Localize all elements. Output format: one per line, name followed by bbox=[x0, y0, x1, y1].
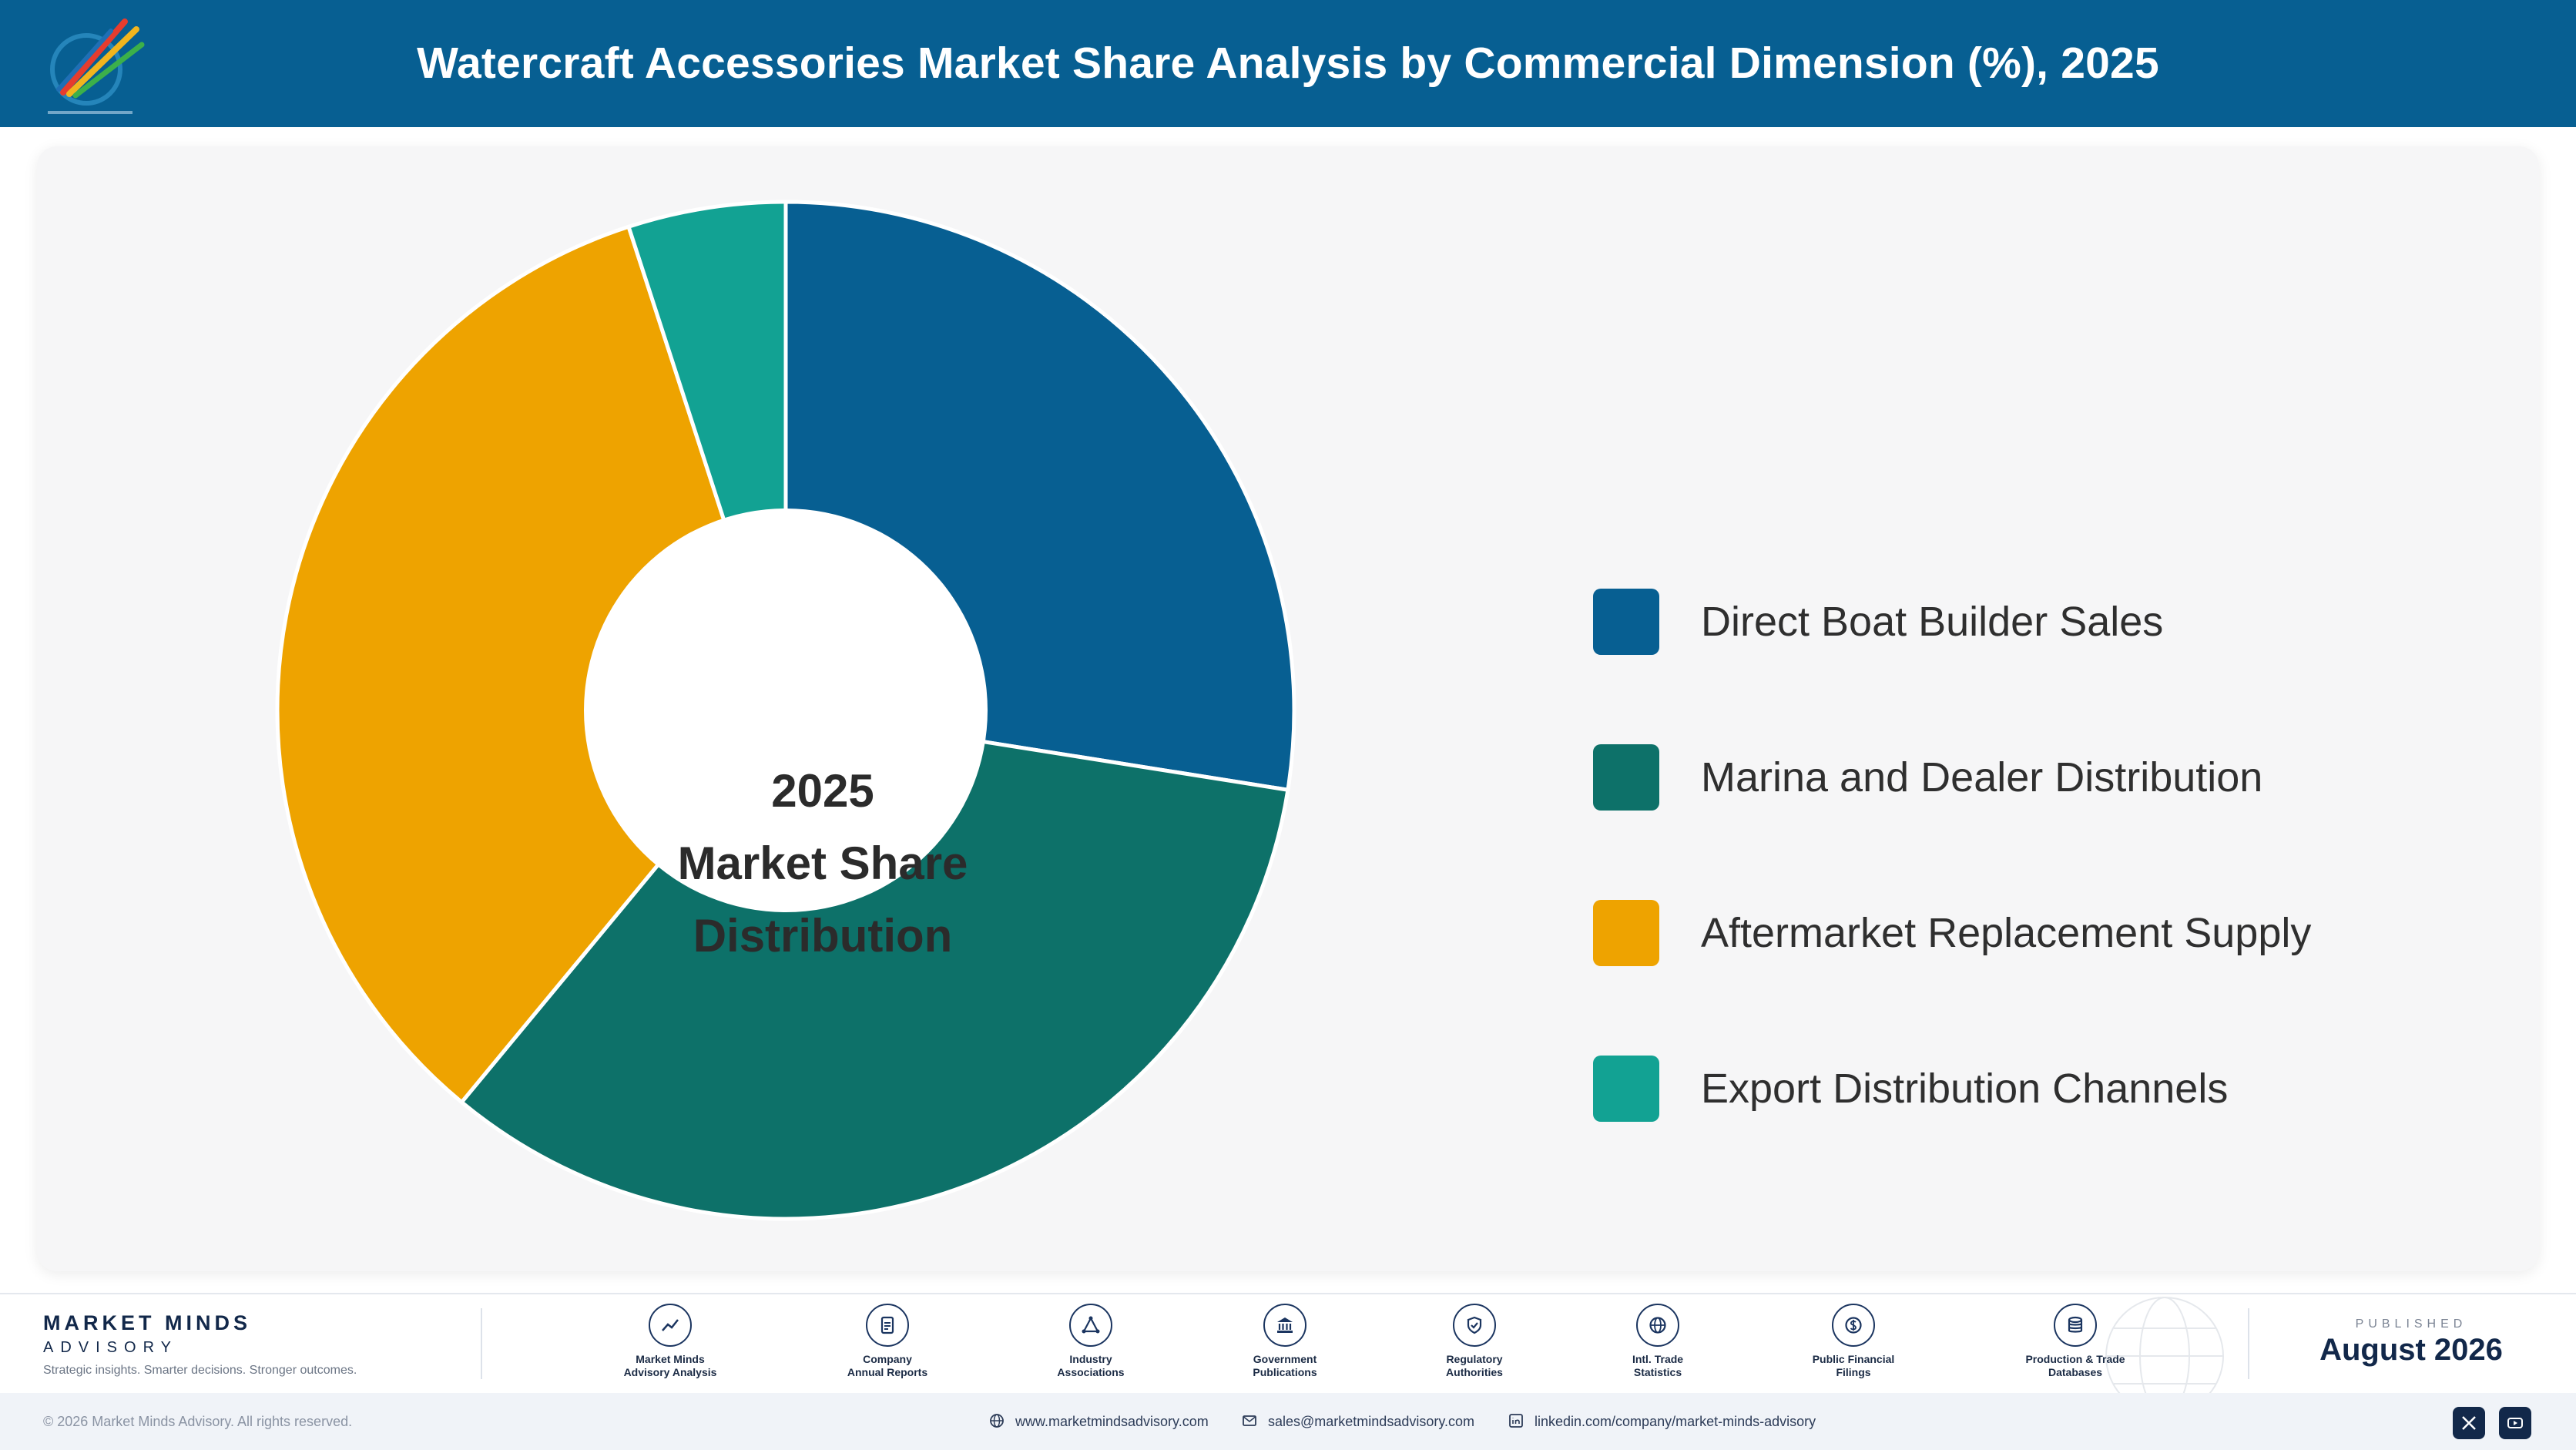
published-date: August 2026 bbox=[2319, 1333, 2503, 1367]
legend-swatch bbox=[1593, 900, 1659, 966]
x-icon bbox=[2462, 1416, 2476, 1430]
company-logo bbox=[48, 18, 145, 114]
source-financial-filings[interactable]: Public Financial Filings bbox=[1776, 1304, 1930, 1388]
page-title: Watercraft Accessories Market Share Anal… bbox=[417, 39, 2159, 88]
currency-icon bbox=[1832, 1304, 1875, 1347]
globe-icon bbox=[990, 1414, 1004, 1428]
x-social-button[interactable] bbox=[2453, 1407, 2485, 1439]
document-icon bbox=[866, 1304, 909, 1347]
brand-name: MARKET MINDS bbox=[43, 1311, 251, 1334]
legend-item-aftermarket: Aftermarket Replacement Supply bbox=[1593, 900, 2440, 969]
source-market-minds[interactable]: Market Minds Advisory Analysis bbox=[593, 1304, 747, 1388]
footer-divider bbox=[481, 1308, 482, 1379]
network-icon bbox=[1069, 1304, 1112, 1347]
source-label: Production & Trade Databases bbox=[2025, 1353, 2125, 1378]
source-annual-reports[interactable]: Company Annual Reports bbox=[810, 1304, 964, 1388]
donut-hole bbox=[584, 509, 988, 912]
source-label: Market Minds Advisory Analysis bbox=[623, 1353, 717, 1378]
source-industry-associations[interactable]: Industry Associations bbox=[1014, 1304, 1168, 1388]
source-label: Intl. Trade Statistics bbox=[1632, 1353, 1684, 1378]
legend-item-marina-dealer: Marina and Dealer Distribution bbox=[1593, 744, 2440, 814]
source-label: Government Publications bbox=[1253, 1353, 1317, 1378]
footer: MARKET MINDS ADVISORY Strategic insights… bbox=[0, 1293, 2576, 1395]
legend-swatch bbox=[1593, 1056, 1659, 1122]
legend-label: Direct Boat Builder Sales bbox=[1701, 599, 2164, 645]
source-production-databases[interactable]: Production & Trade Databases bbox=[1998, 1304, 2152, 1388]
chart-card: 2025 Market Share Distribution Direct Bo… bbox=[37, 146, 2539, 1271]
email-link[interactable]: sales@marketmindsadvisory.com bbox=[1242, 1393, 1474, 1450]
legend-label: Aftermarket Replacement Supply bbox=[1701, 910, 2312, 956]
linkedin-icon bbox=[1509, 1414, 1523, 1428]
copyright-text: © 2026 Market Minds Advisory. All rights… bbox=[43, 1414, 353, 1429]
legend-swatch bbox=[1593, 744, 1659, 811]
email-text: sales@marketmindsadvisory.com bbox=[1268, 1414, 1475, 1429]
linkedin-text: linkedin.com/company/market-minds-adviso… bbox=[1535, 1414, 1816, 1429]
mail-icon bbox=[1243, 1415, 1256, 1427]
linkedin-link[interactable]: linkedin.com/company/market-minds-adviso… bbox=[1508, 1393, 1816, 1450]
shield-icon bbox=[1453, 1304, 1496, 1347]
legend-swatch bbox=[1593, 589, 1659, 655]
website-link[interactable]: www.marketmindsadvisory.com bbox=[989, 1393, 1209, 1450]
legend-item-export: Export Distribution Channels bbox=[1593, 1056, 2440, 1125]
donut-slice-marina-dealer bbox=[458, 708, 1290, 1221]
source-label: Company Annual Reports bbox=[847, 1353, 928, 1378]
brand-subtitle: ADVISORY bbox=[43, 1339, 178, 1356]
footer-divider bbox=[2248, 1308, 2249, 1379]
database-icon bbox=[2054, 1304, 2097, 1347]
source-label: Public Financial Filings bbox=[1812, 1353, 1895, 1378]
published-label: PUBLISHED bbox=[2355, 1317, 2467, 1331]
trend-icon bbox=[649, 1304, 692, 1347]
government-icon bbox=[1263, 1304, 1306, 1347]
youtube-social-button[interactable] bbox=[2499, 1407, 2531, 1439]
brand-tagline: Strategic insights. Smarter decisions. S… bbox=[43, 1364, 357, 1377]
source-government-publications[interactable]: Government Publications bbox=[1208, 1304, 1362, 1388]
source-regulatory-authorities[interactable]: Regulatory Authorities bbox=[1397, 1304, 1551, 1388]
legend-label: Marina and Dealer Distribution bbox=[1701, 754, 2263, 801]
source-label: Regulatory Authorities bbox=[1446, 1353, 1503, 1378]
center-label-line-3: Distribution bbox=[693, 910, 953, 962]
youtube-icon bbox=[2507, 1418, 2523, 1428]
donut-chart bbox=[275, 200, 1296, 1221]
source-trade-statistics[interactable]: Intl. Trade Statistics bbox=[1581, 1304, 1735, 1388]
website-text: www.marketmindsadvisory.com bbox=[1015, 1414, 1209, 1429]
center-label-line-2: Market Share bbox=[677, 837, 968, 889]
bottom-bar: © 2026 Market Minds Advisory. All rights… bbox=[0, 1393, 2576, 1450]
globe-icon bbox=[1636, 1304, 1679, 1347]
legend-label: Export Distribution Channels bbox=[1701, 1066, 2229, 1112]
decorative-globe-watermark bbox=[2105, 1297, 2224, 1395]
donut-slice-aftermarket bbox=[275, 224, 788, 1106]
donut-center-label: 2025 Market Share Distribution bbox=[630, 755, 1015, 1002]
header-bar: Watercraft Accessories Market Share Anal… bbox=[0, 0, 2576, 127]
legend-item-direct-boat-builder: Direct Boat Builder Sales bbox=[1593, 589, 2440, 658]
center-label-line-1: 2025 bbox=[771, 765, 874, 817]
source-label: Industry Associations bbox=[1057, 1353, 1125, 1378]
